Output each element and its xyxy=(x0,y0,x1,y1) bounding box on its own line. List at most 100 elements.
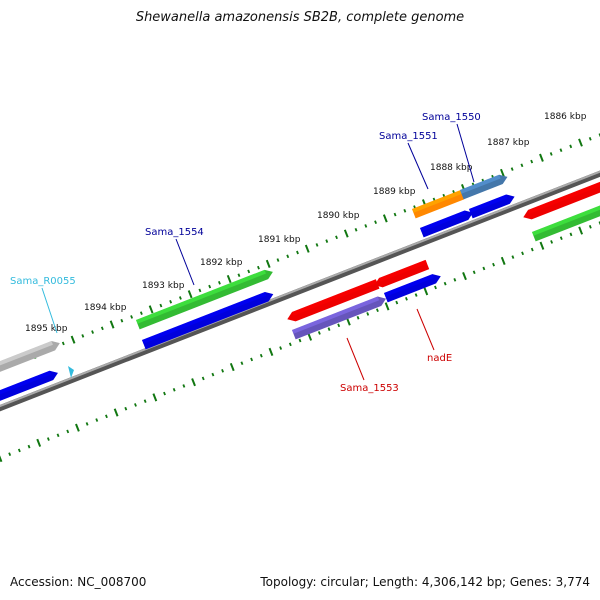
trna-marker-icon xyxy=(68,366,74,378)
scale-tick xyxy=(36,438,42,447)
scale-tick xyxy=(268,347,274,356)
scale-tick xyxy=(109,320,115,329)
scale-tick xyxy=(100,326,104,331)
scale-tick xyxy=(178,296,182,300)
scale-tick xyxy=(61,341,65,346)
scale-tick xyxy=(124,406,128,411)
scale-tick xyxy=(298,338,302,343)
scale-tick xyxy=(130,315,134,319)
scale-tick xyxy=(148,305,154,314)
scale-tick xyxy=(226,274,232,284)
scale-tick xyxy=(120,318,124,323)
scale-tick xyxy=(520,163,524,168)
scale-tick xyxy=(191,378,196,387)
scale-tick xyxy=(105,414,108,419)
gene-leader-line xyxy=(456,123,475,183)
scale-tick xyxy=(259,353,263,358)
scale-tick xyxy=(472,270,476,275)
scale-tick xyxy=(247,269,251,274)
scale-tick xyxy=(0,455,3,463)
gene-label: Sama_1553 xyxy=(340,383,399,394)
scale-tick xyxy=(414,293,418,297)
gene-feature-blue-left xyxy=(0,370,58,401)
scale-tick xyxy=(221,369,225,373)
gene-leader-line xyxy=(41,287,58,334)
gene-feature-red-small xyxy=(374,259,430,288)
scale-tick xyxy=(172,387,176,392)
gene-feature-red-right xyxy=(523,181,600,220)
gene-leader-line xyxy=(407,142,429,190)
scale-tick xyxy=(453,278,457,282)
scale-tick xyxy=(143,399,147,403)
scale-tick xyxy=(198,288,202,293)
scale-tick xyxy=(276,258,280,262)
gene-feature-steelblue-sama1550 xyxy=(460,174,508,200)
tick-labels: 1886 kbp 1887 kbp 1888 kbp 1889 kbp 1890 kbp… xyxy=(25,112,587,334)
scale-tick xyxy=(382,214,388,223)
scale-tick xyxy=(559,148,563,152)
scale-tick xyxy=(159,303,163,308)
scale-tick xyxy=(163,391,166,396)
scale-tick xyxy=(296,250,299,255)
gene-label: Sama_1551 xyxy=(379,131,438,142)
scale-tick xyxy=(374,220,377,224)
scale-tick xyxy=(257,265,260,270)
scale-tick xyxy=(307,332,313,341)
scale-tick xyxy=(569,144,573,149)
gene-labels: Sama_1550 Sama_1551 Sama_1554 Sama_R0055 Sam… xyxy=(10,112,481,394)
lower-tick-track xyxy=(0,221,600,463)
genome-summary-text: Topology: circular; Length: 4,306,142 bp… xyxy=(260,575,590,589)
gene-feature-blue-mid xyxy=(420,210,474,238)
gene-leader-line xyxy=(346,337,365,381)
gene-leader-line xyxy=(416,308,435,351)
scale-tick xyxy=(211,372,215,377)
scale-tick xyxy=(492,262,495,267)
scale-tick xyxy=(182,384,186,388)
scale-tick xyxy=(56,433,60,438)
scale-tick xyxy=(315,243,319,247)
gene-feature-blue-right xyxy=(469,194,515,219)
gene-feature-purple-sama1553 xyxy=(292,296,387,340)
gene-label: Sama_1554 xyxy=(145,227,204,238)
tick-label: 1889 kbp xyxy=(373,187,416,197)
tick-label: 1887 kbp xyxy=(487,138,530,148)
scale-tick xyxy=(578,226,584,235)
scale-tick xyxy=(335,235,338,240)
scale-tick xyxy=(237,273,241,278)
scale-tick xyxy=(395,300,399,305)
scale-tick xyxy=(327,327,331,331)
scale-tick xyxy=(364,224,368,228)
scale-tick xyxy=(588,224,592,229)
scale-tick xyxy=(201,376,205,381)
scale-tick xyxy=(218,281,221,285)
scale-tick xyxy=(152,393,158,402)
scale-tick xyxy=(139,311,143,315)
scale-tick xyxy=(95,418,99,422)
scale-tick xyxy=(8,452,12,457)
scale-tick xyxy=(393,212,397,217)
scale-tick xyxy=(85,422,89,426)
scale-tick xyxy=(75,423,80,432)
scale-tick xyxy=(265,259,271,268)
scale-tick xyxy=(343,229,349,238)
gene-feature-green-right xyxy=(532,205,600,242)
scale-tick xyxy=(169,299,173,304)
tick-label: 1890 kbp xyxy=(317,211,360,221)
genome-backbone xyxy=(0,170,600,412)
tick-label: 1895 kbp xyxy=(25,324,68,334)
scale-tick xyxy=(375,308,379,312)
gene-feature-orange-sama1551 xyxy=(412,190,469,219)
gene-feature-green-sama1554 xyxy=(136,269,273,330)
scale-tick xyxy=(530,247,534,252)
scale-tick xyxy=(530,159,534,164)
tick-label: 1892 kbp xyxy=(200,258,243,268)
scale-tick xyxy=(27,444,31,449)
scale-tick xyxy=(569,232,573,237)
scale-tick xyxy=(539,153,544,162)
gene-label: nadE xyxy=(427,353,452,364)
scale-tick xyxy=(510,167,514,171)
scale-tick xyxy=(288,342,292,347)
tick-label: 1894 kbp xyxy=(84,303,127,313)
tick-label: 1888 kbp xyxy=(430,163,473,173)
